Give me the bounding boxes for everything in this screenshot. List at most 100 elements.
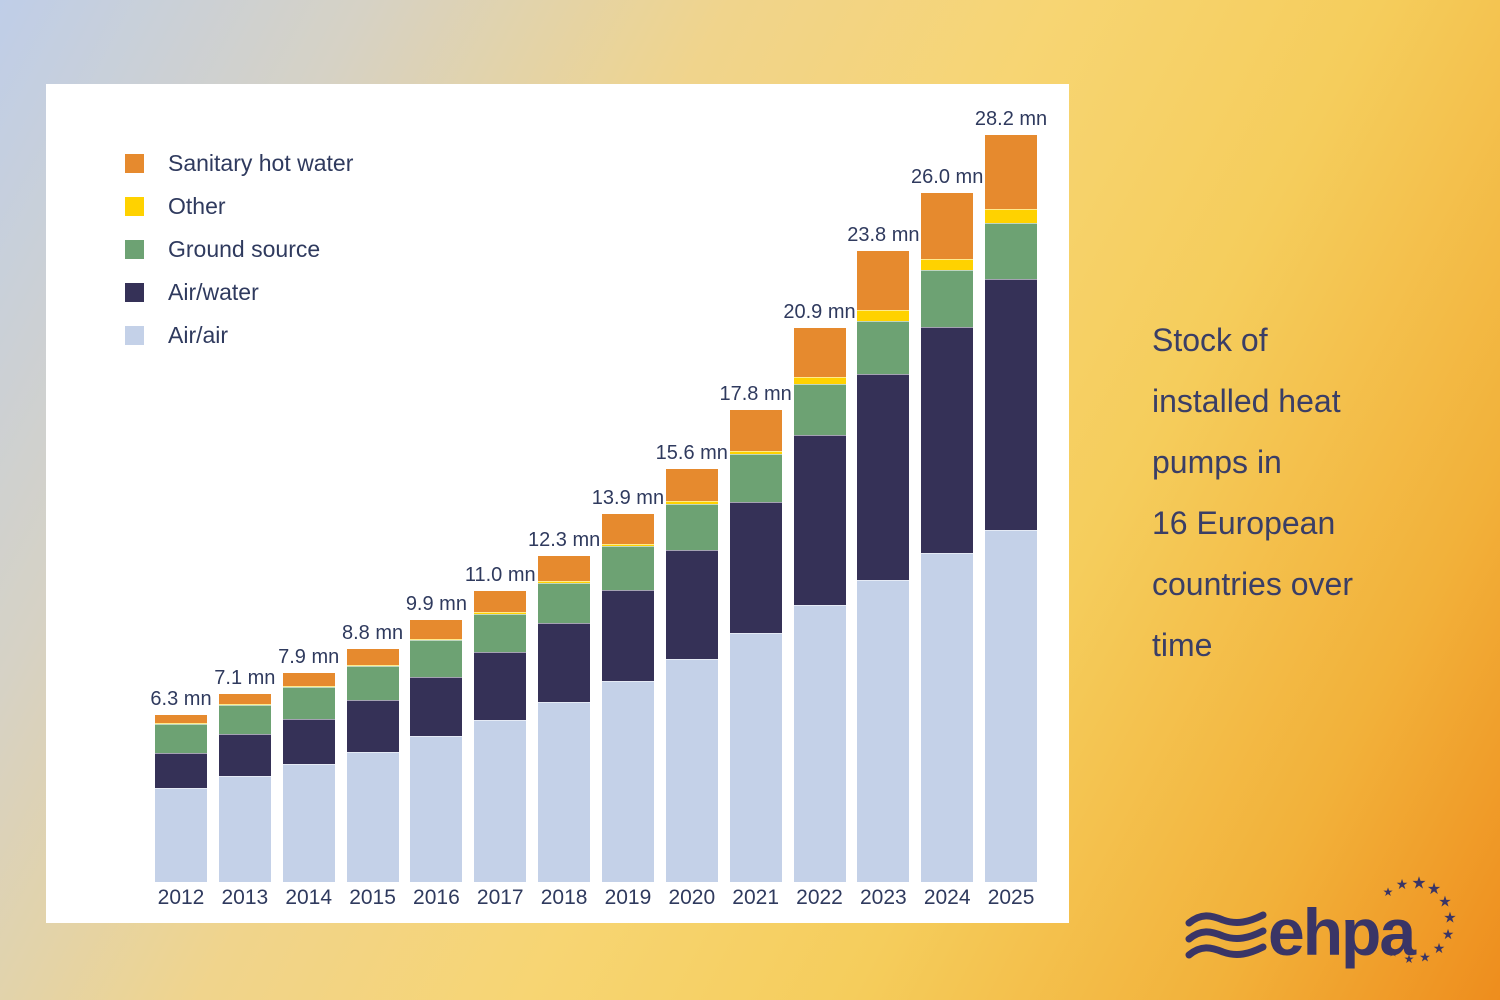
stacked-bar-2012 [155, 715, 207, 882]
bar-segment-air-air [218, 776, 271, 882]
stacked-bar-2016 [410, 619, 463, 882]
bar-total-label: 17.8 mn [719, 383, 792, 406]
stacked-bar-2018 [538, 556, 591, 882]
legend-item: Air/water [125, 279, 353, 306]
eu-star-icon: ★ [1441, 926, 1455, 942]
bar-segment-ground-source [410, 639, 463, 678]
bar-segment-ground-source [793, 384, 846, 435]
bar-segment-ground-source [155, 723, 207, 753]
bar-segment-sanitary-hot-water [921, 193, 974, 259]
bar-total-label: 13.9 mn [591, 486, 665, 509]
bar-total-label: 23.8 mn [847, 224, 920, 247]
bar-segment-ground-source [665, 504, 718, 550]
legend-item: Other [125, 193, 353, 220]
bar-segment-air-air [601, 681, 654, 882]
bar-segment-ground-source [538, 582, 591, 624]
bar-segment-air-air [729, 632, 782, 882]
legend-item: Ground source [125, 236, 353, 263]
bar-total-label: 9.9 mn [405, 592, 467, 615]
bar-segment-air-air [921, 553, 974, 882]
bar-segment-other [474, 612, 527, 614]
bar-total-label: 11.0 mn [464, 563, 536, 586]
stacked-bar-2019 [601, 513, 654, 882]
bar-total-label: 7.9 mn [278, 645, 340, 668]
bar-segment-sanitary-hot-water [793, 328, 846, 378]
eu-star-icon: ★ [1395, 876, 1409, 892]
bar-segment-air-water [729, 502, 782, 633]
axis-label-year: 2015 [349, 886, 396, 909]
bar-segment-air-water [985, 279, 1038, 530]
bar-segment-air-water [155, 752, 207, 789]
legend-swatch-icon [125, 154, 144, 173]
bar-segment-air-water [474, 652, 527, 721]
bar-segment-air-air [665, 658, 718, 882]
eu-star-icon: ★ [1443, 909, 1457, 927]
bar-segment-ground-source [218, 705, 271, 734]
bar-segment-sanitary-hot-water [218, 693, 271, 705]
axis-label-year: 2016 [413, 886, 460, 909]
bar-segment-other [985, 209, 1038, 224]
legend-swatch-icon [125, 197, 144, 216]
stacked-bar-2014 [282, 672, 335, 882]
stacked-bar-2021 [729, 410, 782, 882]
bar-total-label: 28.2 mn [974, 107, 1048, 130]
bar-segment-air-air [857, 579, 910, 882]
eu-star-icon: ★ [1419, 949, 1431, 965]
bar-total-label: 8.8 mn [341, 621, 404, 644]
bar-segment-air-air [155, 788, 207, 882]
axis-label-year: 2024 [923, 886, 971, 909]
bar-segment-other [155, 722, 207, 724]
bar-segment-air-water [921, 326, 974, 554]
bar-segment-sanitary-hot-water [474, 590, 527, 613]
stacked-bar-2025 [985, 134, 1038, 882]
bar-segment-air-water [665, 549, 718, 659]
bar-segment-air-air [538, 702, 591, 882]
eu-star-icon: ★ [1403, 952, 1415, 966]
bar-segment-ground-source [985, 223, 1038, 280]
legend-label: Air/water [168, 279, 259, 305]
bar-segment-air-water [538, 623, 591, 703]
axis-label-year: 2013 [221, 886, 269, 909]
bar-total-label: 15.6 mn [655, 441, 728, 464]
bar-segment-other [410, 638, 463, 640]
stacked-bar-2020 [665, 468, 718, 882]
axis-label-year: 2017 [476, 886, 524, 909]
eu-star-icon: ★ [1432, 940, 1446, 956]
legend-label: Air/air [168, 322, 229, 348]
axis-label-year: 2020 [668, 886, 716, 909]
bar-segment-air-air [410, 736, 463, 882]
bar-total-label: 7.1 mn [214, 666, 276, 689]
bar-segment-air-water [410, 677, 463, 737]
bar-segment-sanitary-hot-water [538, 556, 591, 582]
axis-label-year: 2021 [732, 886, 779, 909]
legend-swatch-icon [125, 283, 144, 302]
bar-segment-air-water [218, 733, 271, 777]
bar-segment-ground-source [857, 320, 910, 374]
legend-label: Sanitary hot water [168, 150, 354, 176]
bar-segment-other [665, 501, 718, 505]
chart-caption: Stock of installed heat pumps in 16 Euro… [1152, 322, 1353, 663]
bar-segment-air-air [282, 764, 335, 882]
bar-segment-other [601, 544, 654, 547]
bar-segment-ground-source [474, 613, 527, 653]
bar-segment-other [282, 685, 335, 687]
axis-label-year: 2014 [285, 886, 333, 909]
stacked-bar-2015 [346, 648, 399, 882]
bar-total-label: 6.3 mn [150, 688, 212, 711]
legend-swatch-icon [125, 240, 144, 259]
bar-segment-air-air [985, 529, 1038, 882]
stacked-bar-2017 [474, 590, 527, 883]
bar-segment-sanitary-hot-water [665, 468, 718, 502]
eu-star-icon: ★ [1382, 885, 1394, 899]
legend-item: Air/air [125, 322, 353, 349]
bar-segment-air-water [857, 373, 910, 580]
bar-segment-sanitary-hot-water [346, 648, 399, 665]
bar-segment-ground-source [282, 686, 335, 719]
bar-segment-sanitary-hot-water [601, 513, 654, 545]
stacked-bar-2023 [857, 251, 910, 882]
axis-label-year: 2023 [859, 886, 907, 909]
legend-label: Ground source [168, 236, 321, 262]
legend-label: Other [168, 193, 226, 219]
axis-label-year: 2019 [604, 886, 652, 909]
bar-segment-sanitary-hot-water [857, 251, 910, 311]
